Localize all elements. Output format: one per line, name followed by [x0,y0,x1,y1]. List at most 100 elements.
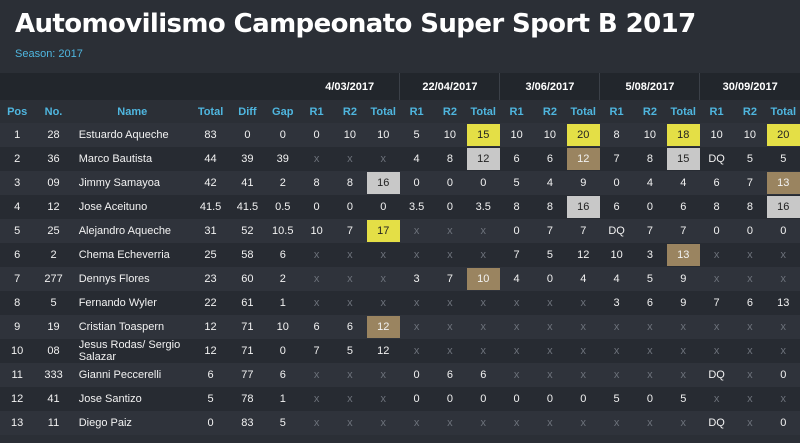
race-2-cell: 6 [646,297,653,309]
race-1-cell: x [513,297,520,309]
event-total-cell: 15 [666,147,700,171]
column-header[interactable]: Total [370,105,396,118]
race-2-cell: x [747,273,753,285]
race-1-cell: 6 [613,201,620,213]
table-row[interactable]: 5 25 Alejandro Aqueche 31 52 10.5 10 7 17 x x x 0 7 7 D… [0,219,800,243]
driver-name-cell: Jesus Rodas/ Sergio Salazar [78,339,181,363]
column-header[interactable]: R2 [542,105,557,118]
column-header[interactable]: R2 [342,105,357,118]
column-header[interactable]: Total [770,105,797,118]
column-header[interactable]: Total [570,105,596,118]
table-row[interactable]: 2 36 Marco Bautista 44 39 39 x x x 4 8 12 6 6 12 7 8 15 DQ… [0,147,800,171]
race-1-cell: x [513,417,520,429]
race-1-cell: x [413,297,420,309]
race-2-cell: 5 [746,153,753,165]
race-2-cell: 7 [746,177,753,189]
race-1-cell: x [413,417,420,429]
table-row[interactable]: 10 08 Jesus Rodas/ Sergio Salazar 12 71 0 7 5 12… [0,339,800,363]
gap-cell: 2 [279,177,286,189]
driver-name-cell: Chema Echeverria [78,249,170,261]
race-2-cell: x [747,249,753,261]
table-row[interactable]: 11 333 Gianni Peccerelli 6 77 6 x x x 0 6 6 x x x x x x DQ… [0,363,800,387]
race-2-cell: x [547,345,553,357]
column-header[interactable]: Total [470,105,496,118]
race-1-cell: 8 [313,177,320,189]
race-2-cell: x [347,417,353,429]
event-total-cell: 12 [466,147,500,171]
table-row[interactable]: 6 2 Chema Echeverria 25 58 6 x x x x x x 7 5 12 10 3 13 x x… [0,243,800,267]
race-2-cell: x [447,417,453,429]
event-total-cell: x [480,249,487,261]
race-2-cell: 6 [546,153,553,165]
table-row[interactable]: 3 09 Jimmy Samayoa 42 41 2 8 8 16 0 0 0 5 4 9 0 4 4 6 7 13 [0,171,800,195]
column-header[interactable]: R2 [742,105,757,118]
diff-cell: 71 [241,345,254,357]
driver-name-cell: Marco Bautista [78,153,153,165]
column-header[interactable]: Total [197,105,224,118]
total-points-cell: 42 [204,177,217,189]
column-header[interactable]: No. [44,105,63,118]
pos-cell: 10 [11,345,24,357]
column-header[interactable]: Name [117,105,148,118]
event-total-cell: x [680,345,687,357]
total-points-cell: 22 [204,297,217,309]
pos-cell: 6 [14,249,21,261]
total-points-cell: 23 [204,273,217,285]
standings-body: 1 28 Estuardo Aqueche 83 0 0 0 10 10 5 10 15 10 10 20 8… [0,123,800,435]
race-1-cell: 8 [713,201,720,213]
column-header[interactable]: R1 [409,105,424,118]
event-total-cell: x [580,297,587,309]
race-2-cell: x [347,393,353,405]
race-2-cell: 6 [446,369,453,381]
event-total-cell: x [780,273,787,285]
page-header: Automovilismo Campeonato Super Sport B 2… [0,0,800,73]
car-number-cell: 28 [47,129,60,141]
driver-name-cell: Alejandro Aqueche [78,225,172,237]
event-total-cell: x [580,417,587,429]
car-number-cell: 277 [44,273,63,285]
car-number-cell: 41 [47,393,60,405]
event-total-cell: x [480,321,487,333]
bronze-highlight: 13 [666,244,700,266]
event-total-cell: x [480,297,487,309]
event-total-cell: 9 [680,297,687,309]
total-points-cell: 41.5 [199,201,222,213]
event-total-cell: 7 [680,225,687,237]
race-1-cell: x [613,321,620,333]
table-row[interactable]: 8 5 Fernando Wyler 22 61 1 x x x x x x x x x 3 6 9 7 6 13 [0,291,800,315]
diff-cell: 71 [241,321,254,333]
race-2-cell: x [747,369,753,381]
race-1-cell: x [413,225,420,237]
table-row[interactable]: 9 19 Cristian Toaspern 12 71 10 6 6 12 x x x x x x x x x x… [0,315,800,339]
race-1-cell: 6 [713,177,720,189]
event-total-cell: 12 [377,345,390,357]
column-header[interactable]: R2 [642,105,657,118]
column-header[interactable]: Total [670,105,696,118]
race-2-cell: x [747,345,753,357]
gap-cell: 1 [279,393,286,405]
car-number-cell: 09 [47,177,60,189]
column-header[interactable]: Gap [272,105,294,118]
event-total-cell: x [380,297,387,309]
column-header[interactable]: Pos [7,105,28,118]
table-row[interactable]: 4 12 Jose Aceituno 41.5 41.5 0.5 0 0 0 3.5 0 3.5 8 8 1… [0,195,800,219]
event-total-cell: 20 [766,123,800,147]
diff-cell: 0 [244,129,251,141]
table-row[interactable]: 1 28 Estuardo Aqueche 83 0 0 0 10 10 5 10 15 10 10 20 8… [0,123,800,147]
table-row[interactable]: 13 11 Diego Paiz 0 83 5 x x x x x x x x x x x x DQ x 0 [0,411,800,435]
diff-cell: 58 [241,249,254,261]
column-header[interactable]: R1 [709,105,724,118]
bronze-highlight: 13 [766,172,800,194]
column-header[interactable]: R2 [442,105,457,118]
event-total-cell: 12 [577,249,590,261]
race-2-cell: 10 [443,129,457,141]
column-header[interactable]: R1 [509,105,524,118]
column-header[interactable]: R1 [609,105,624,118]
table-row[interactable]: 12 41 Jose Santizo 5 78 1 x x x 0 0 0 0 0 0 5 0 5 x x x [0,387,800,411]
event-total-cell: x [380,393,387,405]
column-header[interactable]: R1 [309,105,324,118]
race-1-cell: x [413,345,420,357]
race-2-cell: 0 [646,393,653,405]
table-row[interactable]: 7 277 Dennys Flores 23 60 2 x x x 3 7 10 4 0 4 4 5 9 x x x [0,267,800,291]
column-header[interactable]: Diff [238,105,257,118]
